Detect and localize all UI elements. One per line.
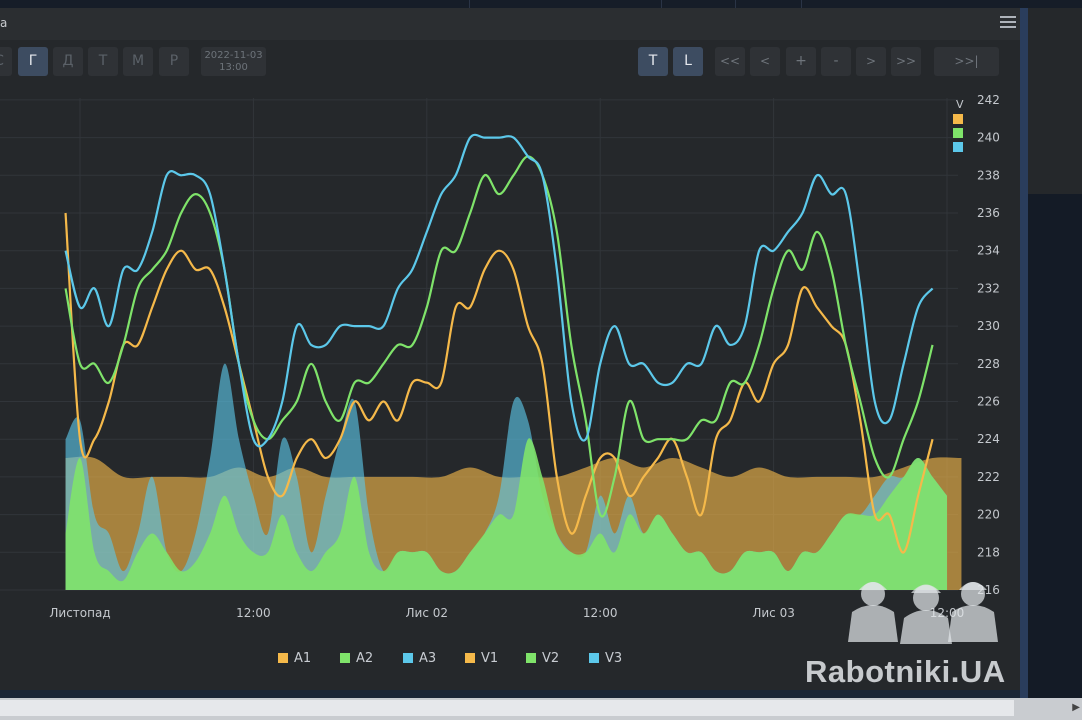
hamburger-menu-icon[interactable] bbox=[1000, 14, 1016, 28]
period-button-s[interactable]: С bbox=[0, 47, 12, 76]
panel-edge bbox=[1020, 8, 1028, 698]
legend-swatch bbox=[589, 653, 599, 663]
panel-header: а bbox=[0, 8, 1020, 40]
y-tick-label: 238 bbox=[977, 168, 1000, 182]
nav-first-button[interactable]: << bbox=[715, 47, 745, 76]
y-tick-label: 218 bbox=[977, 545, 1000, 559]
area-a2 bbox=[65, 438, 948, 590]
period-button-m[interactable]: М bbox=[123, 47, 153, 76]
x-tick-label: 12:00 bbox=[583, 606, 618, 620]
zoom-in-button[interactable]: + bbox=[786, 47, 816, 76]
mode-button-l[interactable]: L bbox=[673, 47, 703, 76]
legend-swatch bbox=[403, 653, 413, 663]
watermark-text: Rabotniki.UA bbox=[805, 654, 1006, 689]
v-legend-swatch-v3 bbox=[953, 142, 963, 152]
y-tick-label: 228 bbox=[977, 357, 1000, 371]
x-tick-label: 12:00 bbox=[236, 606, 271, 620]
side-panel-top bbox=[1028, 8, 1082, 194]
legend-label: A1 bbox=[294, 651, 312, 666]
legend-label: A2 bbox=[356, 651, 374, 666]
y-axis-unit-label: V bbox=[956, 98, 964, 111]
y-tick-label: 226 bbox=[977, 395, 1000, 409]
v-legend-swatch-v2 bbox=[953, 128, 963, 138]
watermark-logo bbox=[848, 582, 998, 644]
y-tick-label: 220 bbox=[977, 508, 1000, 522]
y-tick-label: 232 bbox=[977, 281, 1000, 295]
legend-item-a3[interactable]: A3 bbox=[403, 651, 436, 667]
side-panel-bottom bbox=[1020, 194, 1082, 698]
legend-item-a1[interactable]: A1 bbox=[278, 651, 311, 667]
legend-item-v1[interactable]: V1 bbox=[465, 651, 498, 667]
y-tick-label: 222 bbox=[977, 470, 1000, 484]
legend-label: V2 bbox=[542, 651, 560, 666]
legend-item-a2[interactable]: A2 bbox=[340, 651, 373, 667]
x-axis: Листопад 12:00 Лис 02 12:00 Лис 03 12:00 bbox=[49, 606, 964, 620]
line-v2 bbox=[64, 155, 934, 518]
legend-label: V1 bbox=[481, 651, 499, 666]
y-tick-label: 234 bbox=[977, 244, 1000, 258]
x-tick-label: Листопад bbox=[49, 606, 110, 620]
top-strip-divider bbox=[801, 0, 802, 8]
v-legend-swatch-v1 bbox=[953, 114, 963, 124]
top-strip-divider bbox=[735, 0, 736, 8]
legend-swatch bbox=[465, 653, 475, 663]
area-series bbox=[65, 363, 962, 590]
legend-swatch bbox=[278, 653, 288, 663]
nav-fast-forward-button[interactable]: >> bbox=[891, 47, 921, 76]
time-line: 13:00 bbox=[219, 62, 248, 73]
y-tick-label: 242 bbox=[977, 93, 1000, 107]
v-legend bbox=[953, 114, 963, 152]
legend-swatch bbox=[340, 653, 350, 663]
nav-prev-button[interactable]: < bbox=[750, 47, 780, 76]
y-tick-label: 236 bbox=[977, 206, 1000, 220]
scroll-right-arrow-icon[interactable]: ▶ bbox=[1072, 702, 1080, 713]
period-button-g[interactable]: Г bbox=[18, 47, 48, 76]
date-display[interactable]: 2022-11-03 13:00 bbox=[201, 47, 266, 76]
y-tick-label: 240 bbox=[977, 131, 1000, 145]
horizontal-scrollbar[interactable]: ▶ bbox=[0, 698, 1082, 720]
line-series bbox=[64, 133, 934, 554]
period-button-r[interactable]: Р bbox=[159, 47, 189, 76]
legend-item-v3[interactable]: V3 bbox=[589, 651, 622, 667]
period-button-d[interactable]: Д bbox=[53, 47, 83, 76]
zoom-out-button[interactable]: - bbox=[821, 47, 851, 76]
legend-swatch bbox=[526, 653, 536, 663]
nav-last-button[interactable]: >>| bbox=[934, 47, 999, 76]
line-v3 bbox=[64, 133, 934, 448]
x-tick-label: Лис 03 bbox=[752, 606, 795, 620]
legend-label: V3 bbox=[605, 651, 623, 666]
top-strip-divider bbox=[469, 0, 470, 8]
mode-button-t[interactable]: T bbox=[638, 47, 668, 76]
y-tick-label: 230 bbox=[977, 319, 1000, 333]
scrollbar-thumb[interactable] bbox=[0, 700, 1014, 716]
y-axis: 2162182202222242262282302322342362382402… bbox=[956, 93, 1000, 597]
top-strip-divider bbox=[661, 0, 662, 8]
top-strip bbox=[0, 0, 1082, 8]
y-tick-label: 224 bbox=[977, 432, 1000, 446]
date-line: 2022-11-03 bbox=[204, 50, 263, 61]
x-tick-label: Лис 02 bbox=[406, 606, 449, 620]
legend-item-v2[interactable]: V2 bbox=[526, 651, 559, 667]
nav-next-button[interactable]: > bbox=[856, 47, 886, 76]
panel-title: а bbox=[0, 16, 8, 30]
period-button-t[interactable]: Т bbox=[88, 47, 118, 76]
legend-label: A3 bbox=[419, 651, 437, 666]
chart: 2162182202222242262282302322342362382402… bbox=[0, 93, 1000, 620]
line-v1 bbox=[64, 212, 934, 554]
